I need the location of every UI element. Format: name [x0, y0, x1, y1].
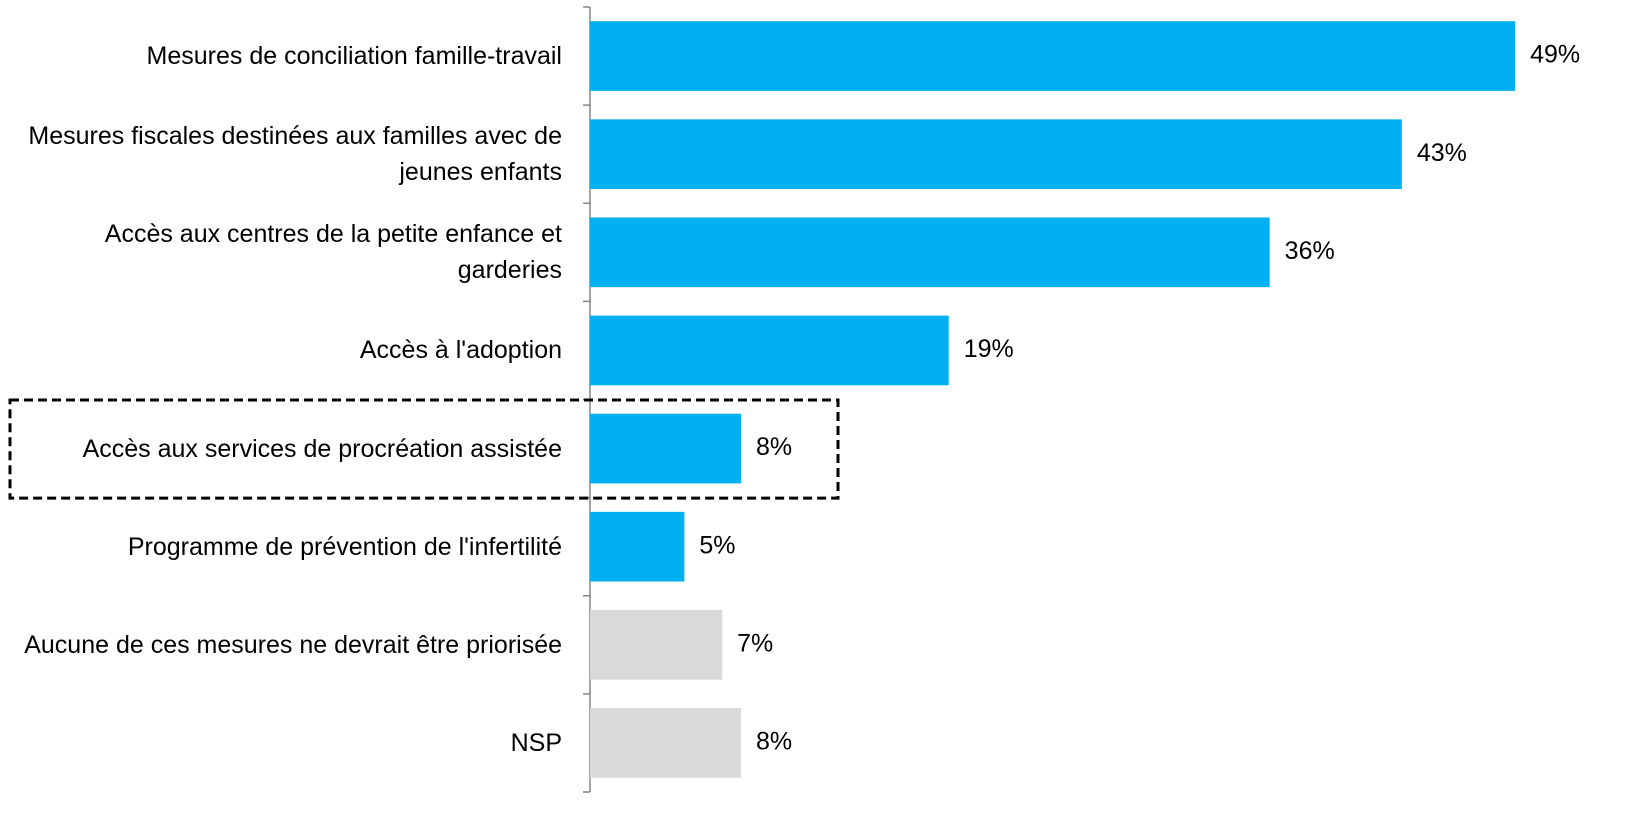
highlight-box [8, 398, 840, 500]
category-label: Programme de prévention de l'infertilité [127, 532, 562, 561]
category-label: Mesures fiscales destinées aux familles … [28, 122, 562, 187]
data-label: 7% [737, 629, 773, 657]
category-label: Accès aux centres de la petite enfance e… [104, 220, 562, 285]
bar [590, 708, 742, 778]
data-label: 8% [756, 728, 792, 756]
data-label: 36% [1285, 237, 1335, 265]
category-label: Aucune de ces mesures ne devrait être pr… [24, 630, 562, 659]
data-label: 19% [964, 335, 1014, 363]
category-label: NSP [510, 728, 562, 757]
bar [590, 609, 723, 680]
bar [590, 21, 1516, 91]
category-label: Accès aux services de procréation assist… [82, 434, 562, 463]
category-label: Mesures de conciliation famille-travail [146, 42, 562, 71]
data-label: 43% [1417, 139, 1467, 167]
data-label: 5% [699, 531, 735, 559]
data-label: 8% [756, 433, 792, 461]
bar [590, 217, 1270, 288]
bar [590, 315, 949, 386]
bar [590, 119, 1402, 190]
data-label: 49% [1530, 41, 1580, 69]
bar [590, 511, 685, 582]
bar [590, 413, 742, 484]
category-label: Accès à l'adoption [359, 336, 562, 365]
